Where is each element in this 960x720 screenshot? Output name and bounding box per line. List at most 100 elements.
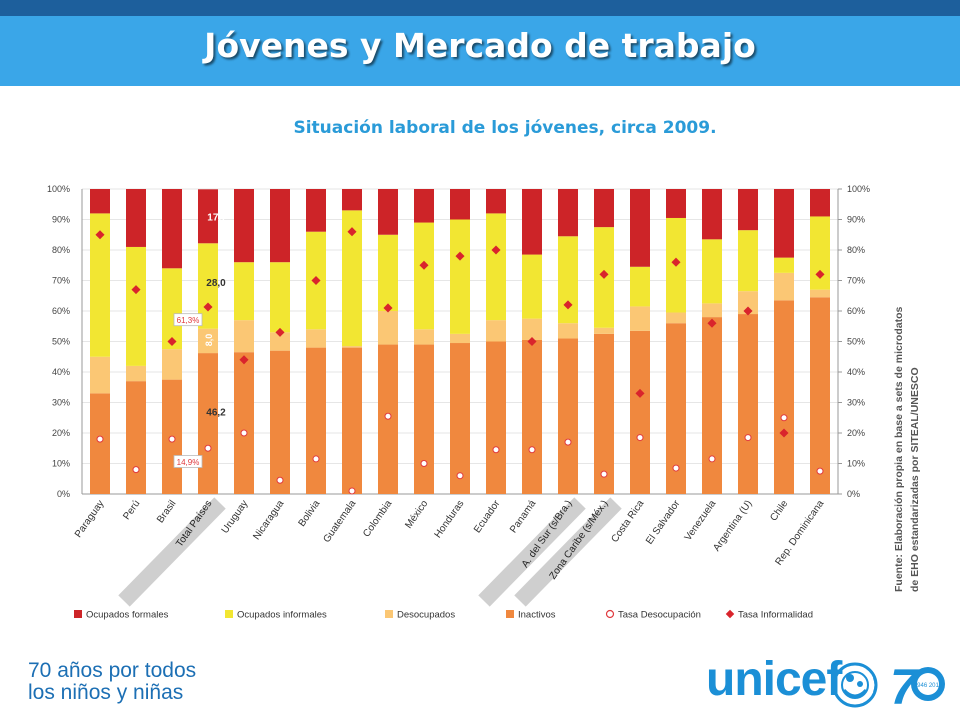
x-tick-label: México [403, 498, 430, 531]
x-tick-label: Brasil [155, 498, 178, 525]
bar-ocupados-formales [342, 189, 362, 211]
bar-stack-guatemala [342, 189, 362, 494]
legend-item-ocupados-informales: Ocupados informales [225, 610, 327, 621]
bar-inactivos [198, 353, 218, 494]
y-right-tick-label: 100% [847, 184, 870, 194]
legend-swatch [725, 609, 735, 619]
bar-ocupados-informales [738, 230, 758, 292]
marker-tasa-desocupacion [240, 429, 248, 437]
bar-desocupados [738, 291, 758, 315]
bar-inactivos [342, 347, 362, 494]
marker-tasa-desocupacion [492, 446, 500, 454]
annotation-label: 46,2 [206, 408, 226, 419]
y-left-tick-label: 10% [52, 459, 70, 469]
bar-desocupados [666, 312, 686, 324]
y-right-tick-label: 50% [847, 337, 865, 347]
bar-stack-panama [522, 189, 542, 494]
bar-stack-uruguay [234, 189, 254, 494]
bar-ocupados-informales [522, 254, 542, 319]
bar-ocupados-informales [90, 213, 110, 357]
legend-swatch [385, 610, 393, 618]
bar-desocupados [810, 289, 830, 298]
legend-label: Tasa Informalidad [738, 610, 813, 621]
legend-label: Tasa Desocupación [618, 610, 701, 621]
legend-item-ocupados-formales: Ocupados formales [74, 610, 169, 621]
annotation-label: 14,9% [177, 458, 200, 467]
marker-tasa-desocupacion [816, 467, 824, 475]
x-tick-label: Honduras [433, 498, 467, 540]
marker-tasa-desocupacion [780, 414, 788, 422]
y-left-tick-label: 70% [52, 276, 70, 286]
bar-stack-venezuela [702, 189, 722, 494]
x-tick-label: Ecuador [472, 498, 503, 535]
bar-ocupados-informales [198, 243, 218, 329]
annotation-label: 28,0 [206, 278, 226, 289]
annotation-label: 61,3% [177, 316, 200, 325]
x-tick-label: Perú [121, 498, 142, 522]
legend-item-tasa-desocupacion: Tasa Desocupación [605, 609, 701, 621]
marker-tasa-desocupacion [564, 438, 572, 446]
bar-ocupados-formales [234, 189, 254, 263]
legend-label: Inactivos [518, 610, 556, 621]
tagline-line-1: 70 años por todos [28, 659, 197, 682]
source-note-line-2: de EHO estandarizadas por SITEAL/UNESCO [909, 367, 921, 592]
legend-item-tasa-informalidad: Tasa Informalidad [725, 609, 813, 621]
x-tick-label: El Salvador [644, 498, 683, 547]
bar-desocupados [378, 311, 398, 345]
bar-desocupados [234, 320, 254, 353]
y-right-tick-label: 40% [847, 367, 865, 377]
marker-tasa-informalidad [131, 285, 141, 295]
bar-ocupados-formales [774, 189, 794, 258]
bar-stack-rep-dominicana [810, 189, 830, 494]
bar-ocupados-formales [198, 189, 218, 244]
legend-label: Ocupados informales [237, 610, 327, 621]
bar-ocupados-formales [594, 189, 614, 228]
legend-item-desocupados: Desocupados [385, 610, 455, 621]
highlight-band [118, 497, 226, 607]
y-right-tick-label: 10% [847, 459, 865, 469]
legend-swatch [605, 609, 615, 619]
bar-inactivos [810, 297, 830, 494]
bar-ocupados-informales [630, 266, 650, 307]
bar-ocupados-informales [810, 216, 830, 290]
bar-desocupados [450, 333, 470, 344]
y-right-tick-label: 30% [847, 398, 865, 408]
bar-ocupados-formales [450, 189, 470, 220]
bar-stack-total-paises [198, 189, 218, 494]
bar-stack-argentina-u [738, 189, 758, 494]
bar-inactivos [486, 341, 506, 494]
bar-inactivos [234, 352, 254, 494]
anniversary-badge-icon: 7 1946 2016 [890, 659, 945, 712]
bar-stack-chile [774, 189, 794, 494]
chart-subtitle: Situación laboral de los jóvenes, circa … [293, 118, 717, 138]
marker-tasa-desocupacion [600, 470, 608, 478]
bar-ocupados-informales [378, 234, 398, 311]
highlight-band [514, 497, 622, 607]
marker-tasa-informalidad [815, 269, 825, 279]
x-tick-label: Guatemala [321, 498, 358, 545]
x-tick-label: Panamá [508, 498, 539, 535]
marker-tasa-desocupacion [420, 460, 428, 467]
bar-stack-honduras [450, 189, 470, 494]
x-tick-label: Venezuela [683, 498, 719, 543]
bar-stack-bolivia [306, 189, 326, 494]
x-tick-label: Chile [768, 498, 790, 523]
marker-tasa-informalidad [203, 302, 213, 312]
bar-inactivos [522, 339, 542, 494]
bar-stack-brasil [162, 189, 182, 494]
marker-tasa-desocupacion [204, 444, 212, 452]
bar-ocupados-informales [450, 219, 470, 334]
chart: 0% 10% 20% 30% 40% 50% 60% 70% 80% 90% 100% 0% 10% 20… [47, 184, 921, 621]
bar-desocupados [522, 318, 542, 340]
bar-ocupados-formales [810, 189, 830, 217]
bar-ocupados-formales [522, 189, 542, 255]
bar-stack-paraguay [90, 189, 110, 494]
marker-tasa-desocupacion [348, 487, 356, 495]
y-right-tick-label: 60% [847, 306, 865, 316]
bar-ocupados-formales [414, 189, 434, 223]
bar-ocupados-formales [378, 189, 398, 235]
bar-ocupados-formales [486, 189, 506, 214]
bar-stack-nicaragua [270, 189, 290, 494]
bar-stack-a-del-sur-s-bra [558, 189, 578, 494]
bar-desocupados [486, 320, 506, 342]
